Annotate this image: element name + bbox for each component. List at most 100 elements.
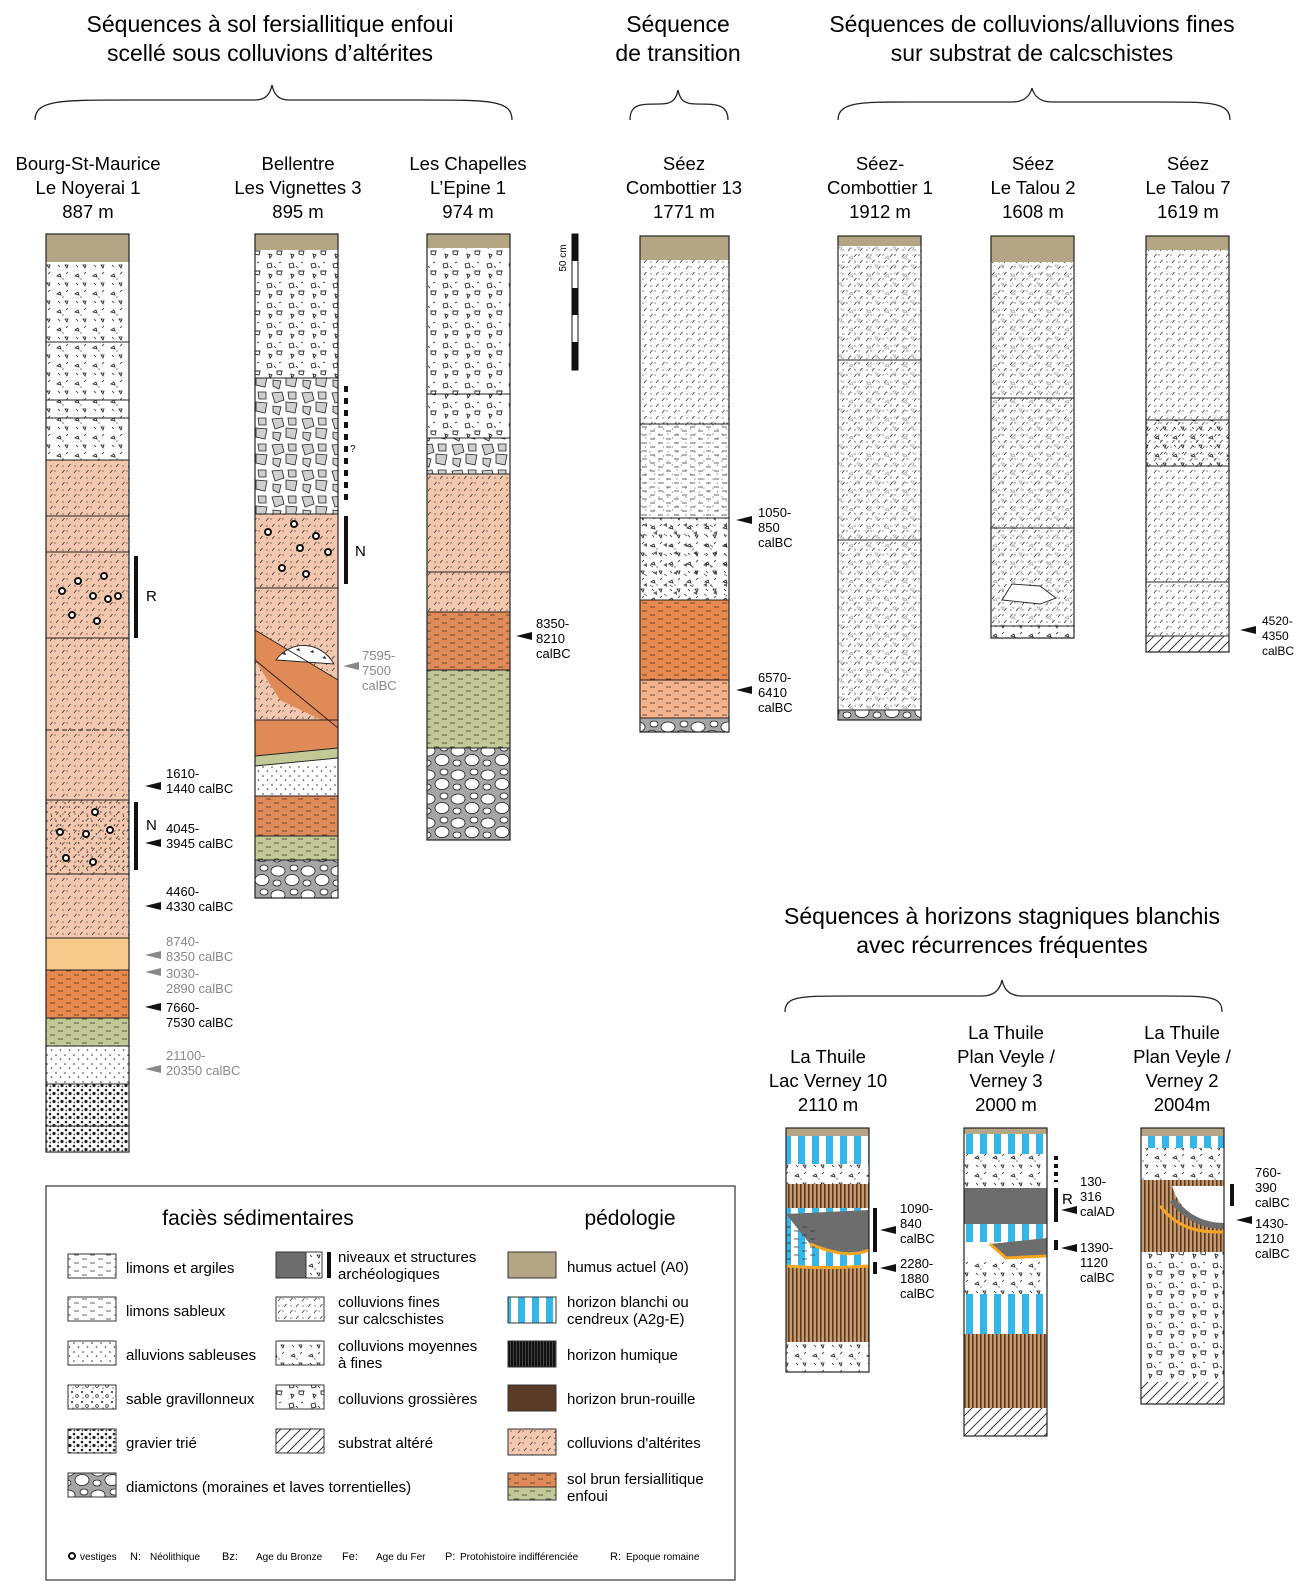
- period-bar: [873, 1262, 877, 1274]
- layer-colluvions-fines: [640, 260, 729, 424]
- column-verney2: [1140, 1127, 1234, 1405]
- period-label: ?: [350, 444, 356, 455]
- legend-foot: N:: [130, 1551, 141, 1563]
- site-label: Plan Veyle /: [957, 1046, 1056, 1067]
- date-label: 8350 calBC: [166, 949, 233, 964]
- legend-foot: Fe:: [342, 1551, 358, 1563]
- site-labels: Bourg-St-Maurice Le Noyerai 1 887 m Bell…: [16, 153, 1232, 1115]
- period-bar: [1230, 1184, 1234, 1206]
- group-title-line1: Séquences de colluvions/alluvions fines: [829, 11, 1234, 37]
- layer-brun-rouille: [786, 1184, 869, 1208]
- site-label: Verney 3: [969, 1070, 1042, 1091]
- arch-structure: [990, 1238, 1047, 1258]
- site-elevation: 1771 m: [653, 201, 715, 222]
- group-brace: [34, 84, 513, 121]
- lens-colluvions: [1172, 1186, 1224, 1226]
- period-bar: [134, 802, 138, 870]
- layer-diamicton: [640, 718, 729, 732]
- date-label: calBC: [758, 535, 793, 550]
- layer-sol-orange: [46, 938, 129, 970]
- date-label: 760-: [1255, 1165, 1281, 1180]
- date-label: 1610-: [166, 766, 199, 781]
- layer-horizon-blanchi: [1141, 1136, 1224, 1148]
- block: [1001, 583, 1057, 605]
- layer-colluvions-grossieres: [427, 248, 510, 438]
- layer-colluvions: [786, 1342, 869, 1372]
- column-talou7: [1145, 235, 1230, 653]
- legend-label: colluvions fines: [338, 1294, 440, 1311]
- layer-diamicton: [838, 710, 921, 720]
- date-label: 6410: [758, 685, 787, 700]
- layer-humus: [255, 234, 338, 250]
- vestiges-markers: [56, 572, 122, 866]
- site-label: Plan Veyle /: [1133, 1046, 1232, 1067]
- group-title-line1: Séquence: [626, 11, 730, 37]
- site-label: L’Epine 1: [430, 177, 506, 198]
- legend-foot: P:: [445, 1551, 455, 1563]
- layer-horizon-blanchi: [964, 1134, 1047, 1154]
- site-label: Le Talou 2: [990, 177, 1075, 198]
- date-label: calBC: [536, 646, 571, 661]
- site-label: La Thuile: [1144, 1022, 1220, 1043]
- legend-label: sol brun fersiallitique: [567, 1471, 704, 1488]
- layer-colluvions-moyennes: [991, 626, 1074, 638]
- date-label: 316: [1080, 1189, 1102, 1204]
- date-label: 1120: [1080, 1255, 1108, 1270]
- date-label: calBC: [1262, 644, 1294, 658]
- layer-humus: [786, 1128, 869, 1136]
- legend-label: enfoui: [567, 1488, 608, 1505]
- legend-foot: Néolithique: [150, 1552, 200, 1563]
- date-label: 1050-: [758, 505, 791, 520]
- date-label: calBC: [1080, 1270, 1115, 1285]
- date-label: 130-: [1080, 1174, 1106, 1189]
- date-label: calBC: [362, 678, 397, 693]
- period-label: R: [146, 588, 157, 605]
- legend-label: gravier trié: [126, 1435, 197, 1452]
- date-label: 4520-: [1262, 614, 1293, 628]
- layer-sol-texture: [255, 796, 338, 860]
- date-label: 8740-: [166, 934, 199, 949]
- group-title-line2: sur substrat de calcschistes: [891, 40, 1174, 66]
- vestiges-marker: [68, 1552, 76, 1560]
- legend-label: horizon blanchi ou: [567, 1294, 689, 1311]
- legend-foot: Epoque romaine: [626, 1552, 700, 1563]
- column-lac-verney10: [785, 1127, 877, 1373]
- layer-colluvions: [786, 1164, 869, 1184]
- date-label: 7500: [362, 663, 391, 678]
- date-label: 840: [900, 1216, 922, 1231]
- site-label: Les Vignettes 3: [234, 177, 361, 198]
- legend-label: alluvions sableuses: [126, 1347, 256, 1364]
- site-elevation: 895 m: [272, 201, 323, 222]
- layer-humus: [1141, 1128, 1224, 1136]
- column-noyerai: R N: [45, 233, 157, 1153]
- date-label: calAD: [1080, 1204, 1115, 1219]
- layer-colluvions: [1141, 1148, 1224, 1180]
- group-brace: [784, 979, 1223, 1013]
- layer-substrat: [1146, 636, 1229, 652]
- site-label: La Thuile: [790, 1046, 866, 1067]
- legend-label: horizon humique: [567, 1347, 678, 1364]
- group-header-calcschistes: Séquences de colluvions/alluvions fines …: [829, 11, 1235, 121]
- site-label: Bourg-St-Maurice: [16, 153, 161, 174]
- layer-colluvions-moyennes: [1146, 420, 1229, 466]
- vestiges-markers: [264, 520, 332, 578]
- group-brace: [629, 89, 729, 121]
- column-verney3: R: [963, 1127, 1073, 1437]
- legend-foot: Protohistoire indifférenciée: [460, 1552, 579, 1563]
- group-brace: [837, 87, 1231, 121]
- legend-swatch: [275, 1296, 325, 1322]
- group-header-transition: Séquence de transition: [615, 11, 741, 121]
- date-label: calBC: [900, 1286, 935, 1301]
- layer-diamicton-anguleux: [427, 438, 510, 474]
- layer-horizon-blanchi: [964, 1294, 1047, 1334]
- legend-label: substrat altéré: [338, 1435, 433, 1452]
- lens-colluvions: [275, 645, 335, 665]
- layer-sol-brun: [255, 720, 338, 756]
- layer-gravier: [46, 1084, 129, 1152]
- date-label: 20350 calBC: [166, 1063, 240, 1078]
- date-label: 1390-: [1080, 1240, 1113, 1255]
- layer-brun-rouille: [786, 1266, 869, 1342]
- legend-label: limons sableux: [126, 1303, 226, 1320]
- group-title-line1: Séquences à horizons stagniques blanchis: [784, 903, 1220, 929]
